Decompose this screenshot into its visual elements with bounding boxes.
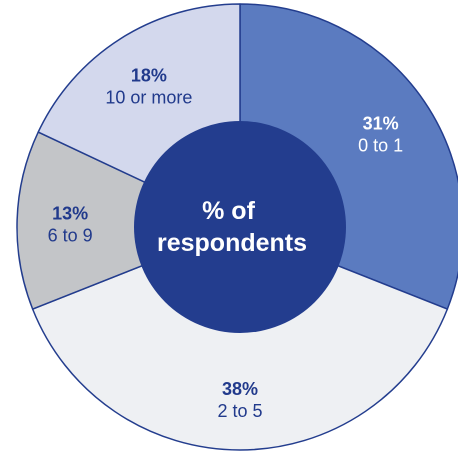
- slice-value-label: 18%: [131, 66, 167, 86]
- slice-labels: 31%0 to 1 38%2 to 5 13%6 to 9 18%10 or more: [48, 66, 404, 422]
- slice-category-label: 2 to 5: [217, 401, 262, 421]
- center-label-line-2: respondents: [157, 229, 307, 257]
- slice-value-label: 31%: [363, 113, 399, 133]
- center-circle: [134, 121, 346, 333]
- center-label-line-1: % of: [202, 197, 255, 225]
- slice-value-label: 13%: [52, 204, 88, 224]
- slice-category-label: 10 or more: [105, 88, 192, 108]
- slice-category-label: 6 to 9: [48, 226, 93, 246]
- slice-category-label: 0 to 1: [358, 135, 403, 155]
- pie-slice-6-to-9: [16, 131, 241, 310]
- slice-value-label: 38%: [222, 379, 258, 399]
- pie-slice-2-to-5: [31, 226, 449, 451]
- center-label: % of respondents: [157, 197, 307, 257]
